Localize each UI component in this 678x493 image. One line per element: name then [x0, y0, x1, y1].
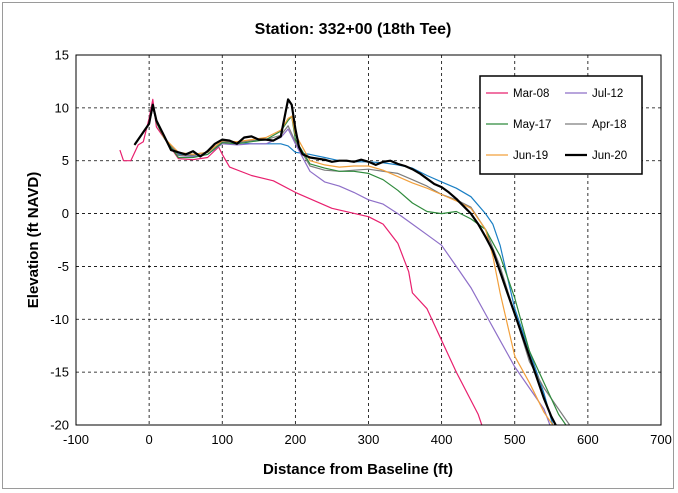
legend-label: Jun-20 [592, 150, 627, 162]
legend-label: Jul-12 [592, 88, 623, 100]
legend: Mar-08 Jul-12 May-17 Apr-18 Jun-19 Jun-20 [479, 75, 643, 175]
y-tick-label: 5 [62, 153, 69, 168]
y-axis-label: Elevation (ft NAVD) [25, 172, 42, 308]
x-tick-label: -100 [63, 432, 89, 447]
x-tick-label: 100 [211, 432, 233, 447]
y-tick-label: -15 [50, 365, 69, 380]
legend-label: May-17 [513, 119, 551, 131]
y-tick-label: 0 [62, 206, 69, 221]
x-tick-label: 200 [285, 432, 307, 447]
x-tick-label: 400 [431, 432, 453, 447]
x-tick-label: 0 [146, 432, 153, 447]
chart-title: Station: 332+00 (18th Tee) [255, 21, 452, 38]
series-line-jun-20 [133, 98, 557, 425]
y-tick-label: 15 [55, 48, 69, 63]
x-axis-label: Distance from Baseline (ft) [263, 461, 453, 478]
y-tick-label: -10 [50, 312, 69, 327]
series-line-mar-08 [119, 98, 483, 425]
series-line-may-17 [134, 105, 567, 425]
x-tick-label: 500 [504, 432, 526, 447]
y-tick-label: -5 [57, 259, 69, 274]
legend-label: Mar-08 [513, 88, 549, 100]
plot-border [75, 54, 662, 426]
tick-labels: -100 0 100 200 300 400 500 600 700 -20 -15 -10 -5 0 5 1… [50, 48, 672, 448]
legend-label: Jun-19 [513, 150, 548, 162]
x-tick-label: 300 [358, 432, 380, 447]
legend-label: Apr-18 [592, 119, 627, 131]
x-tick-label: 700 [650, 432, 672, 447]
x-tick-label: 600 [577, 432, 599, 447]
y-tick-label: -20 [50, 418, 69, 433]
legend-box [479, 75, 643, 175]
y-tick-label: 10 [55, 100, 69, 115]
series-lines [119, 98, 571, 425]
